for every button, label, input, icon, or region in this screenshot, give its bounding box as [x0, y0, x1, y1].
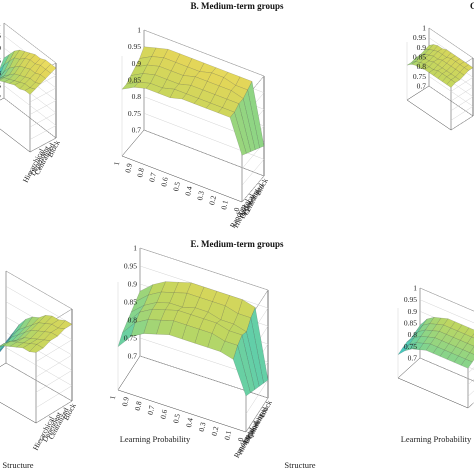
panel-title: E. Medium-term groups [190, 239, 284, 249]
z-tick-label: 0.9 [0, 44, 1, 53]
z-tick-label: 0.8 [417, 62, 427, 71]
x-tick-label: 0.6 [159, 176, 170, 187]
x-axis-label: Learning Probability [401, 434, 472, 444]
surface-cell [121, 81, 139, 90]
floor-plane [397, 357, 474, 409]
x-tick-label: 0.5 [171, 413, 182, 424]
x-tick-label: 0.9 [123, 162, 134, 173]
z-tick-label: 0.85 [124, 298, 137, 307]
panel-B: 10.950.90.850.80.750.71 0.9 0.8 0.7 0.6 0.5 0.… [112, 1, 284, 229]
x-tick-label: 0.1 [222, 430, 233, 441]
z-gridline [143, 129, 265, 203]
z-tick-label: 0.85 [413, 53, 426, 62]
z-gridline [3, 97, 57, 153]
x-tick-label: 0.3 [195, 190, 206, 201]
z-tick-label: 0.9 [128, 280, 138, 289]
x-tick-label: 1 [112, 160, 122, 166]
surface-cell [0, 77, 5, 80]
panel-title-cropped: C [470, 1, 474, 11]
surface-cell [0, 64, 5, 75]
z-tick-label: 0.8 [0, 69, 1, 78]
x-tick-label: 0.9 [120, 396, 131, 407]
z-tick-label: 0.7 [417, 82, 427, 91]
panel-C: 10.950.90.850.80.750.7 [406, 24, 474, 131]
z-tick-label: 1 [413, 284, 417, 293]
z-tick-label: 1 [422, 24, 426, 33]
z-gridline [143, 113, 265, 186]
z-tick-label: 0.75 [128, 109, 141, 118]
z-gridline [428, 85, 474, 131]
z-tick-label: 0.7 [128, 352, 138, 361]
x-tick-label: 0.7 [147, 172, 158, 183]
z-gridline [419, 357, 474, 409]
y-tick-label: Block [253, 176, 269, 196]
x-tick-label: 0 [236, 436, 246, 442]
y-axis-label: Structure [284, 460, 315, 470]
surface-cell [117, 322, 136, 348]
z-tick-label: 0.9 [417, 43, 427, 52]
x-tick-label: 0.4 [183, 185, 194, 196]
z-tick-label: 0.8 [132, 92, 142, 101]
z-tick-label: 0.7 [132, 126, 142, 135]
x-tick-label: 1 [108, 394, 118, 400]
surface-cell [0, 343, 4, 347]
z-tick-label: 0.75 [124, 334, 137, 343]
z-tick-label: 0.7 [0, 94, 1, 103]
z-gridline [419, 299, 474, 350]
x-tick-label: 0.3 [197, 421, 208, 432]
y-axis-label: Structure [2, 460, 33, 470]
x-tick-label: 0.8 [133, 400, 144, 411]
z-gridline [419, 287, 474, 339]
surface-cell [0, 71, 5, 78]
z-tick-label: 0.85 [404, 319, 417, 328]
x-axis-label: Learning Probability [120, 434, 191, 444]
z-gridline [139, 355, 269, 433]
panel-E: 10.950.90.850.80.750.71 0.9 0.8 0.7 0.6 0.5 0.… [108, 239, 284, 459]
panel-F: 1 0.95 0.9 0.85 0.8 0.75 0.7 [397, 284, 474, 409]
z-tick-label: 0.75 [404, 342, 417, 351]
x-tick-label: 0.1 [219, 199, 230, 210]
z-tick-label: 0.95 [124, 262, 137, 271]
x-tick-label: 0.5 [171, 181, 182, 192]
z-gridline [5, 301, 73, 362]
z-tick-label: 0.95 [128, 42, 141, 51]
x-tick-label: 0 [232, 206, 242, 212]
z-tick-label: 0.9 [132, 59, 142, 68]
z-gridline [143, 96, 265, 169]
x-tick-label: 0.2 [207, 195, 218, 206]
z-tick-label: 1 [133, 244, 137, 253]
y-tick-label: Block [257, 398, 273, 418]
z-tick-label: 0.8 [408, 330, 418, 339]
z-gridline [5, 362, 73, 424]
surface-cell [406, 61, 416, 66]
floor-plane [406, 85, 474, 131]
panel-title: B. Medium-term groups [190, 1, 284, 11]
surface-cell [397, 344, 410, 355]
z-tick-label: 0.8 [128, 316, 138, 325]
z-tick-label: 1 [137, 26, 141, 35]
z-tick-label: 0.95 [413, 33, 426, 42]
x-tick-label: 0.2 [210, 425, 221, 436]
z-tick-label: 0.75 [0, 81, 1, 90]
x-tick-label: 0.6 [158, 409, 169, 420]
z-tick-label: 0.7 [408, 354, 418, 363]
z-tick-label: 0.85 [0, 56, 1, 65]
z-gridline [428, 76, 474, 121]
panel-A: 10.950.90.850.80.750.7BlockCentralizedDe… [0, 19, 62, 184]
z-gridline [3, 85, 57, 140]
x-tick-label: 0.8 [135, 167, 146, 178]
surface-cell [0, 75, 5, 79]
z-tick-label: 0.95 [0, 31, 1, 40]
z-tick-label: 0.95 [404, 295, 417, 304]
z-tick-label: 0.9 [408, 307, 418, 316]
surface-cell [471, 333, 474, 339]
x-tick-label: 0.7 [146, 404, 157, 415]
z-tick-label: 1 [0, 19, 1, 28]
z-tick-label: 0.85 [128, 76, 141, 85]
z-gridline [5, 347, 73, 408]
z-tick-label: 0.75 [413, 72, 426, 81]
x-tick-label: 0.4 [184, 417, 195, 428]
